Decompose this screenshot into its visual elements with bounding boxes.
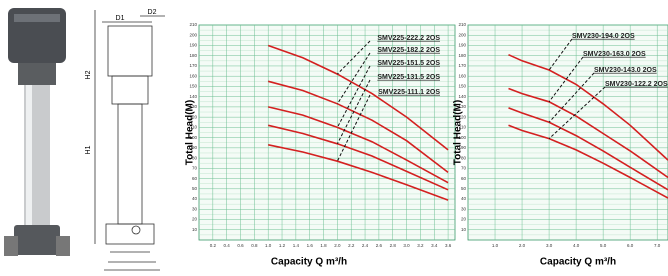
x-tick-label: 1.4	[293, 243, 300, 248]
x-tick-label: 2.0	[334, 243, 341, 248]
x-tick-label: 0.2	[210, 243, 217, 248]
y-tick-label: 30	[461, 206, 467, 211]
x-tick-label: 3.0	[546, 243, 553, 248]
curve-label: SMV230-122.2 2OS	[605, 81, 668, 88]
y-tick-label: 150	[189, 84, 197, 89]
y-tick-label: 40	[461, 196, 467, 201]
y-tick-label: 170	[189, 63, 197, 68]
y-tick-label: 210	[458, 22, 466, 27]
x-tick-label: 3.4	[431, 243, 438, 248]
y-tick-label: 40	[192, 196, 198, 201]
x-tick-label: 3.0	[403, 243, 410, 248]
pump-photo	[0, 0, 80, 276]
y-tick-label: 70	[192, 166, 198, 171]
y-tick-label: 190	[189, 43, 197, 48]
y-tick-label: 200	[189, 32, 197, 37]
y-tick-label: 180	[458, 53, 466, 58]
page: D1 D2 H2 H1 1020304050607080901001101201…	[0, 0, 668, 276]
x-tick-label: 1.2	[279, 243, 286, 248]
x-axis-label: Capacity Q m³/h	[540, 257, 616, 268]
x-tick-label: 3.6	[445, 243, 452, 248]
x-tick-label: 2.8	[390, 243, 397, 248]
x-axis-label: Capacity Q m³/h	[271, 257, 347, 268]
x-tick-label: 2.4	[362, 243, 369, 248]
curve-label: SMV225-182.2 2OS	[377, 47, 440, 54]
y-tick-label: 20	[461, 217, 467, 222]
y-tick-label: 170	[458, 63, 466, 68]
y-axis-label: Total Head(M)	[453, 100, 464, 165]
y-tick-label: 70	[461, 166, 467, 171]
x-tick-label: 2.2	[348, 243, 355, 248]
y-tick-label: 190	[458, 43, 466, 48]
x-tick-label: 1.0	[265, 243, 272, 248]
x-tick-label: 3.2	[417, 243, 424, 248]
curve-label: SMV225-151.5 2OS	[377, 60, 440, 67]
y-tick-label: 10	[461, 227, 467, 232]
curve-label: SMV230-194.0 2OS	[572, 33, 635, 40]
curve-label: SMV225-131.5 2OS	[377, 74, 440, 81]
x-tick-label: 7.0	[654, 243, 661, 248]
y-tick-label: 160	[189, 73, 197, 78]
curve-label: SMV230-163.0 2OS	[583, 51, 646, 58]
y-tick-label: 50	[192, 186, 198, 191]
x-tick-label: 4.0	[573, 243, 580, 248]
x-tick-label: 2.0	[519, 243, 526, 248]
y-tick-label: 30	[192, 206, 198, 211]
pump-drawing	[95, 10, 165, 270]
x-tick-label: 1.8	[320, 243, 327, 248]
y-axis-label: Total Head(M)	[185, 100, 196, 165]
y-tick-label: 60	[461, 176, 467, 181]
dim-label: H2	[85, 70, 92, 79]
y-tick-label: 60	[192, 176, 198, 181]
curve-label: SMV225-222.2 2OS	[377, 35, 440, 42]
x-tick-label: 0.8	[251, 243, 258, 248]
dim-label: H1	[85, 145, 92, 154]
x-tick-label: 6.0	[627, 243, 634, 248]
y-tick-label: 180	[189, 53, 197, 58]
y-tick-label: 200	[458, 32, 466, 37]
y-tick-label: 50	[461, 186, 467, 191]
x-tick-label: 0.4	[224, 243, 231, 248]
curve-label: SMV225-111.1 2OS	[378, 89, 440, 96]
y-tick-label: 210	[189, 22, 197, 27]
x-tick-label: 2.6	[376, 243, 383, 248]
dim-label: D1	[116, 15, 125, 22]
x-tick-label: 1.6	[307, 243, 314, 248]
y-tick-label: 140	[458, 94, 466, 99]
x-tick-label: 1.0	[492, 243, 499, 248]
y-tick-label: 160	[458, 73, 466, 78]
y-tick-label: 20	[192, 217, 198, 222]
x-tick-label: 0.6	[237, 243, 244, 248]
y-tick-label: 140	[189, 94, 197, 99]
dim-label: D2	[148, 9, 157, 16]
x-tick-label: 5.0	[600, 243, 607, 248]
y-tick-label: 10	[192, 227, 198, 232]
screenshot: D1 D2 H2 H1 1020304050607080901001101201…	[0, 0, 668, 276]
y-tick-label: 150	[458, 84, 466, 89]
curve-label: SMV230-143.0 2OS	[594, 67, 657, 74]
